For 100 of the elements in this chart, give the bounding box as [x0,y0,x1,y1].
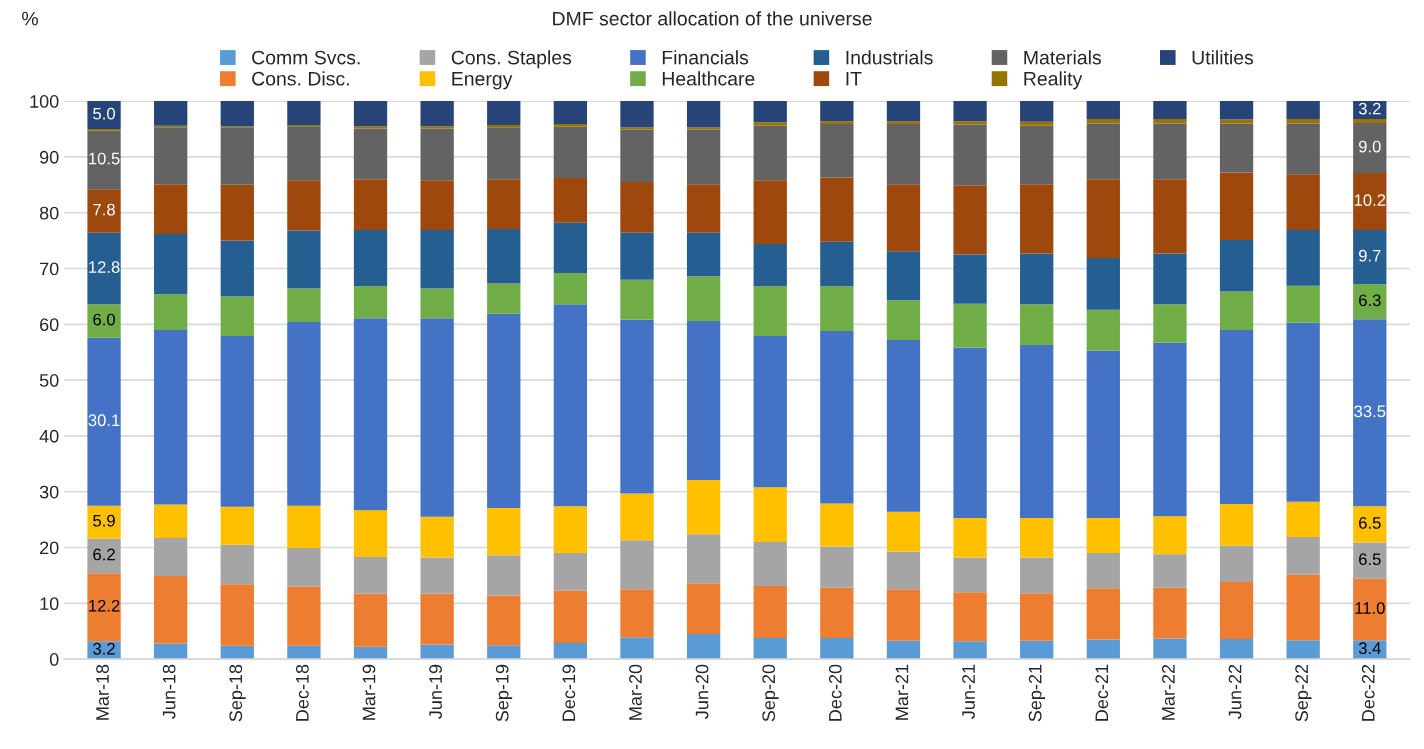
bar [487,645,521,660]
bar [287,180,321,231]
legend-label: Energy [452,72,513,90]
bar [620,127,654,130]
bar [953,641,987,660]
bar [620,182,654,233]
bar [1153,587,1187,639]
legend-label: Healthcare [662,71,755,86]
bar [220,240,254,297]
data-label: 3.4 [1358,642,1381,655]
bar [87,505,121,539]
x-tick-label: Dec-18 [295,664,309,721]
bar [886,511,921,552]
bar [87,130,121,190]
bar [1286,640,1320,660]
y-tick-label: 40 [39,429,59,443]
bar [820,286,854,332]
bar [953,303,987,348]
legend-label: IT [846,72,862,86]
bar [1353,542,1387,579]
x-tick-label: Sep-20 [762,664,779,722]
bar [886,589,921,641]
bar [420,557,454,594]
bar [1219,545,1254,583]
legend-label: Cons. Disc. [252,71,349,86]
bar [1153,304,1187,343]
bar [220,101,254,127]
bar [953,121,987,125]
bar [1353,122,1387,174]
bar [1219,582,1254,640]
bar [686,634,721,660]
bar [287,548,321,587]
bar [353,286,388,319]
bar [1353,578,1387,641]
bar [553,304,588,507]
bar [154,294,188,330]
bar [420,516,454,558]
bar [886,101,921,122]
bar [1286,230,1320,286]
bar [553,642,588,660]
x-tick-label: Sep-19 [495,664,513,722]
data-label: 7.8 [93,203,115,216]
bar [886,123,921,185]
bar [1286,101,1320,119]
bar [87,232,121,305]
bar [686,127,721,130]
bar [220,127,254,185]
bar [953,347,987,518]
bar [686,583,721,635]
bar [353,101,388,127]
data-label: 10.2 [1354,194,1386,207]
bar [1286,123,1320,175]
y-tick-label: 90 [39,150,59,164]
bar [1086,350,1120,518]
bar [1020,121,1054,126]
bar [487,507,521,556]
bar [753,243,787,287]
bar [1219,329,1254,504]
bar [620,493,654,541]
bar [553,272,588,305]
bar [1153,516,1187,555]
bar [1286,501,1320,537]
x-tick-label: Sep-22 [1295,664,1312,722]
bar [620,637,654,660]
legend-label: Comm Svcs. [252,50,360,65]
bar [820,177,854,242]
x-tick-label: Mar-19 [362,664,376,720]
bar [1286,574,1320,641]
bar [353,230,388,287]
bar [553,590,588,643]
bar [87,304,121,338]
data-label: 5.9 [93,514,115,527]
bar [1353,506,1387,543]
chart-title: DMF sector allocation of the universe [553,11,872,26]
x-tick-label: Mar-18 [96,664,109,720]
bar [620,589,654,638]
y-tick-label: 70 [40,262,59,276]
bar [553,553,588,591]
data-label: 3.2 [1358,102,1381,115]
bar [620,319,654,494]
bar [154,184,188,234]
bar [154,643,188,660]
bar [154,504,188,539]
bar [820,503,854,547]
y-tick-label: 100 [30,95,59,108]
y-tick-label: 20 [40,541,59,555]
y-tick-label: 60 [40,318,59,332]
bar [1286,285,1320,323]
bar [1020,640,1054,660]
bar [1219,639,1254,660]
bar [487,127,521,180]
bar [353,318,388,511]
bar [953,557,987,593]
bar [87,189,121,233]
bar [154,538,188,576]
bar [753,122,787,126]
bar [487,313,521,508]
y-tick-label: 80 [39,206,59,220]
bar [820,587,854,638]
bar [820,121,854,124]
